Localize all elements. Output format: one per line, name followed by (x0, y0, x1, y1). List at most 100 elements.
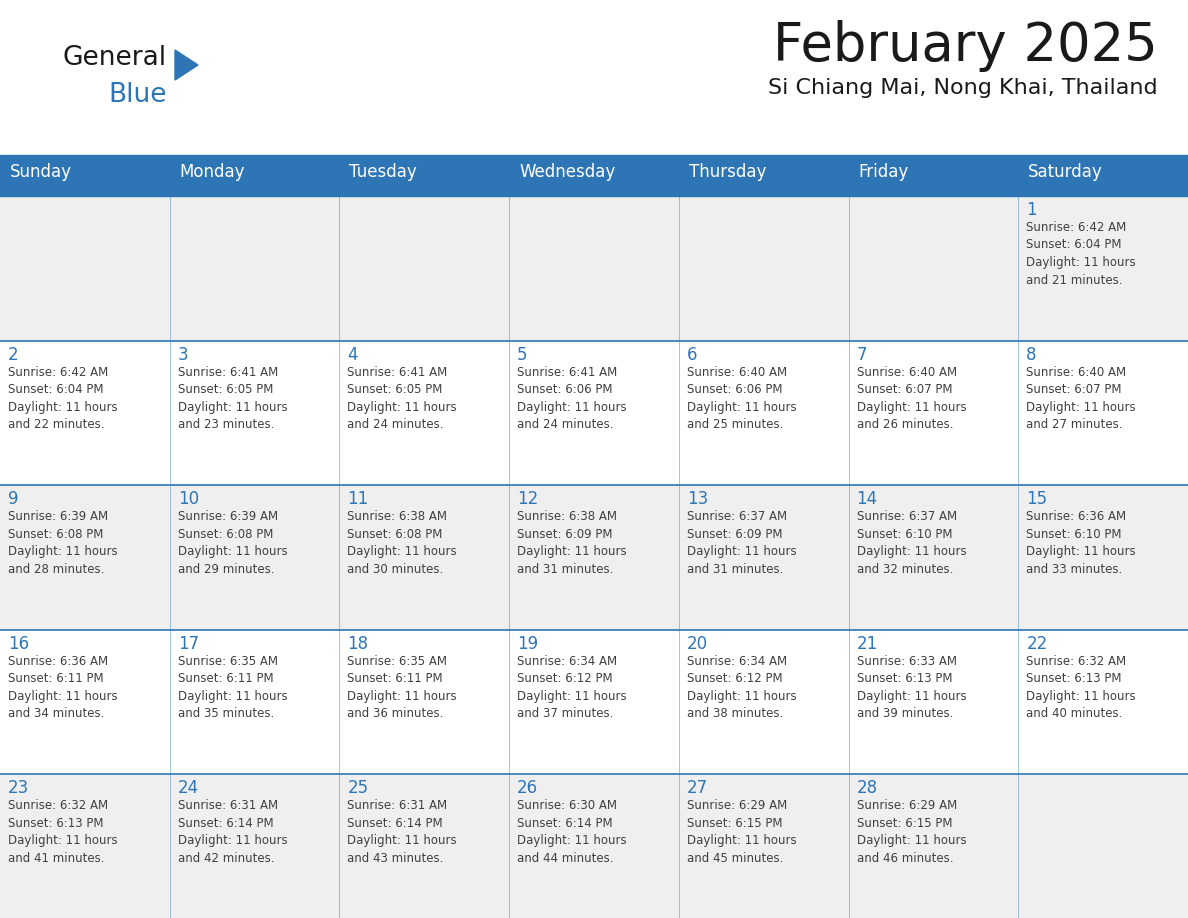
Text: 6: 6 (687, 345, 697, 364)
Bar (170, 341, 340, 486)
Text: Sunrise: 6:32 AM
Sunset: 6:13 PM
Daylight: 11 hours
and 41 minutes.: Sunrise: 6:32 AM Sunset: 6:13 PM Dayligh… (8, 800, 118, 865)
Text: Friday: Friday (859, 163, 909, 181)
Text: 19: 19 (517, 635, 538, 653)
Bar (848, 486, 1018, 630)
Bar (1018, 341, 1188, 486)
Text: Sunrise: 6:42 AM
Sunset: 6:04 PM
Daylight: 11 hours
and 22 minutes.: Sunrise: 6:42 AM Sunset: 6:04 PM Dayligh… (8, 365, 118, 431)
Bar (170, 196, 340, 341)
Text: Sunday: Sunday (10, 163, 72, 181)
Bar (0, 155, 1188, 159)
Text: 14: 14 (857, 490, 878, 509)
Bar (510, 486, 678, 630)
Text: 1: 1 (1026, 201, 1037, 219)
Bar (0, 486, 170, 630)
Bar (510, 341, 678, 486)
Bar (340, 775, 510, 918)
Text: Sunrise: 6:34 AM
Sunset: 6:12 PM
Daylight: 11 hours
and 38 minutes.: Sunrise: 6:34 AM Sunset: 6:12 PM Dayligh… (687, 655, 796, 721)
Text: Sunrise: 6:34 AM
Sunset: 6:12 PM
Daylight: 11 hours
and 37 minutes.: Sunrise: 6:34 AM Sunset: 6:12 PM Dayligh… (517, 655, 627, 721)
Bar (340, 341, 510, 486)
Text: Blue: Blue (108, 82, 166, 108)
Bar (340, 630, 510, 775)
Bar (0, 159, 170, 196)
Text: 22: 22 (1026, 635, 1048, 653)
Text: 4: 4 (347, 345, 358, 364)
Bar (678, 341, 848, 486)
Text: 2: 2 (8, 345, 19, 364)
Bar (848, 341, 1018, 486)
Text: 9: 9 (8, 490, 19, 509)
Bar (1018, 775, 1188, 918)
Text: 28: 28 (857, 779, 878, 798)
Text: Sunrise: 6:37 AM
Sunset: 6:09 PM
Daylight: 11 hours
and 31 minutes.: Sunrise: 6:37 AM Sunset: 6:09 PM Dayligh… (687, 510, 796, 576)
Text: 23: 23 (8, 779, 30, 798)
Bar (510, 196, 678, 341)
Text: 26: 26 (517, 779, 538, 798)
Bar (1018, 486, 1188, 630)
Text: 25: 25 (347, 779, 368, 798)
Bar (0, 775, 170, 918)
Text: 20: 20 (687, 635, 708, 653)
Text: Monday: Monday (179, 163, 245, 181)
Bar (0, 196, 170, 341)
Bar (510, 775, 678, 918)
Bar (678, 486, 848, 630)
Bar (340, 486, 510, 630)
Text: Sunrise: 6:31 AM
Sunset: 6:14 PM
Daylight: 11 hours
and 42 minutes.: Sunrise: 6:31 AM Sunset: 6:14 PM Dayligh… (178, 800, 287, 865)
Text: Saturday: Saturday (1029, 163, 1102, 181)
Text: Sunrise: 6:40 AM
Sunset: 6:07 PM
Daylight: 11 hours
and 27 minutes.: Sunrise: 6:40 AM Sunset: 6:07 PM Dayligh… (1026, 365, 1136, 431)
Text: Sunrise: 6:37 AM
Sunset: 6:10 PM
Daylight: 11 hours
and 32 minutes.: Sunrise: 6:37 AM Sunset: 6:10 PM Dayligh… (857, 510, 966, 576)
Text: 13: 13 (687, 490, 708, 509)
Text: Sunrise: 6:41 AM
Sunset: 6:06 PM
Daylight: 11 hours
and 24 minutes.: Sunrise: 6:41 AM Sunset: 6:06 PM Dayligh… (517, 365, 627, 431)
Text: 5: 5 (517, 345, 527, 364)
Text: Sunrise: 6:40 AM
Sunset: 6:07 PM
Daylight: 11 hours
and 26 minutes.: Sunrise: 6:40 AM Sunset: 6:07 PM Dayligh… (857, 365, 966, 431)
Bar (510, 630, 678, 775)
Text: 24: 24 (178, 779, 198, 798)
Bar (848, 196, 1018, 341)
Bar (848, 775, 1018, 918)
Text: 17: 17 (178, 635, 198, 653)
Text: Si Chiang Mai, Nong Khai, Thailand: Si Chiang Mai, Nong Khai, Thailand (769, 78, 1158, 98)
Bar (848, 159, 1018, 196)
Text: 12: 12 (517, 490, 538, 509)
Text: Sunrise: 6:41 AM
Sunset: 6:05 PM
Daylight: 11 hours
and 23 minutes.: Sunrise: 6:41 AM Sunset: 6:05 PM Dayligh… (178, 365, 287, 431)
Text: Sunrise: 6:31 AM
Sunset: 6:14 PM
Daylight: 11 hours
and 43 minutes.: Sunrise: 6:31 AM Sunset: 6:14 PM Dayligh… (347, 800, 457, 865)
Bar (170, 159, 340, 196)
Bar (340, 159, 510, 196)
Text: 18: 18 (347, 635, 368, 653)
Text: Sunrise: 6:40 AM
Sunset: 6:06 PM
Daylight: 11 hours
and 25 minutes.: Sunrise: 6:40 AM Sunset: 6:06 PM Dayligh… (687, 365, 796, 431)
Text: 27: 27 (687, 779, 708, 798)
Bar (510, 159, 678, 196)
Text: Sunrise: 6:36 AM
Sunset: 6:11 PM
Daylight: 11 hours
and 34 minutes.: Sunrise: 6:36 AM Sunset: 6:11 PM Dayligh… (8, 655, 118, 721)
Text: 11: 11 (347, 490, 368, 509)
Text: Sunrise: 6:39 AM
Sunset: 6:08 PM
Daylight: 11 hours
and 29 minutes.: Sunrise: 6:39 AM Sunset: 6:08 PM Dayligh… (178, 510, 287, 576)
Bar (170, 630, 340, 775)
Bar (0, 630, 170, 775)
Text: Sunrise: 6:38 AM
Sunset: 6:09 PM
Daylight: 11 hours
and 31 minutes.: Sunrise: 6:38 AM Sunset: 6:09 PM Dayligh… (517, 510, 627, 576)
Text: 3: 3 (178, 345, 189, 364)
Bar (678, 775, 848, 918)
Bar (170, 486, 340, 630)
Text: 8: 8 (1026, 345, 1037, 364)
Bar (678, 159, 848, 196)
Text: 10: 10 (178, 490, 198, 509)
Text: Sunrise: 6:35 AM
Sunset: 6:11 PM
Daylight: 11 hours
and 35 minutes.: Sunrise: 6:35 AM Sunset: 6:11 PM Dayligh… (178, 655, 287, 721)
Bar (1018, 196, 1188, 341)
Text: Sunrise: 6:35 AM
Sunset: 6:11 PM
Daylight: 11 hours
and 36 minutes.: Sunrise: 6:35 AM Sunset: 6:11 PM Dayligh… (347, 655, 457, 721)
Bar (1018, 159, 1188, 196)
Text: Sunrise: 6:42 AM
Sunset: 6:04 PM
Daylight: 11 hours
and 21 minutes.: Sunrise: 6:42 AM Sunset: 6:04 PM Dayligh… (1026, 221, 1136, 286)
Text: 7: 7 (857, 345, 867, 364)
Text: 21: 21 (857, 635, 878, 653)
Bar (0, 341, 170, 486)
Text: Sunrise: 6:29 AM
Sunset: 6:15 PM
Daylight: 11 hours
and 45 minutes.: Sunrise: 6:29 AM Sunset: 6:15 PM Dayligh… (687, 800, 796, 865)
Text: Thursday: Thursday (689, 163, 766, 181)
Bar (170, 775, 340, 918)
Bar (1018, 630, 1188, 775)
Text: Tuesday: Tuesday (349, 163, 417, 181)
Text: 16: 16 (8, 635, 30, 653)
Bar (678, 630, 848, 775)
Text: February 2025: February 2025 (773, 20, 1158, 72)
Bar (848, 630, 1018, 775)
Bar (678, 196, 848, 341)
Polygon shape (175, 50, 198, 80)
Text: Sunrise: 6:41 AM
Sunset: 6:05 PM
Daylight: 11 hours
and 24 minutes.: Sunrise: 6:41 AM Sunset: 6:05 PM Dayligh… (347, 365, 457, 431)
